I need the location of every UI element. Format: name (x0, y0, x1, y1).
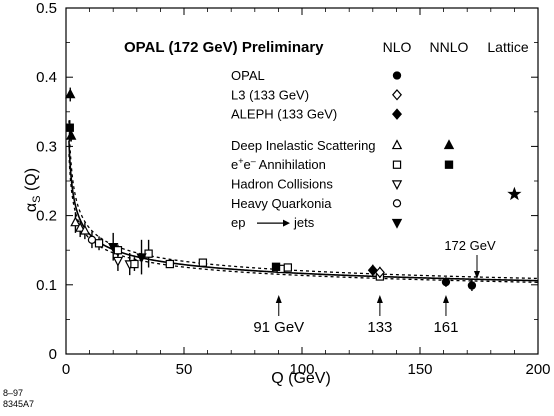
data-point (112, 256, 124, 267)
legend-arrow-head (283, 219, 290, 227)
data-point (74, 221, 86, 232)
data-point (507, 186, 522, 201)
x-tick-label: 150 (407, 361, 432, 378)
y-tick-label: 0.5 (36, 0, 57, 17)
data-point (367, 264, 378, 277)
y-tick-label: 0 (49, 346, 57, 363)
annotation-label: 172 GeV (444, 238, 496, 253)
data-point (165, 259, 175, 269)
annotation-arrow-head (474, 271, 480, 279)
data-point (65, 129, 77, 140)
x-tick-label: 100 (289, 361, 314, 378)
data-point (271, 262, 281, 271)
annotation-arrow-head (442, 295, 449, 303)
chart-title: OPAL (172 GeV) Preliminary (124, 39, 324, 56)
data-point (94, 239, 104, 248)
annotation-label: 91 GeV (253, 319, 304, 336)
side-code-id: 8345A7 (3, 399, 35, 409)
data-point (467, 281, 477, 290)
legend-label: Deep Inelastic Scattering (231, 138, 376, 153)
data-point (130, 259, 139, 269)
data-point (136, 253, 147, 264)
legend-marker-nnlo (444, 160, 454, 169)
data-point (65, 88, 76, 99)
legend-marker-nlo (392, 71, 402, 80)
legend-label: Hadron Collisions (231, 177, 333, 192)
legend-column-header: NLO (383, 39, 412, 55)
y-tick-label: 0.2 (36, 208, 57, 225)
legend-label-tail: jets (293, 215, 315, 230)
y-axis-label: αS (Q) (23, 168, 43, 212)
legend-marker-nlo (392, 108, 402, 120)
data-point (87, 235, 97, 244)
data-point (374, 266, 385, 279)
data-point (70, 216, 81, 227)
y-tick-label: 0.1 (36, 277, 57, 294)
data-point (441, 277, 451, 287)
legend-column-header: NNLO (430, 39, 469, 55)
legend-marker-nlo (391, 139, 403, 150)
data-point (79, 224, 91, 235)
legend-label: Heavy Quarkonia (231, 196, 332, 211)
legend-label: e+e– Annihilation (231, 156, 326, 172)
band-curve (68, 154, 539, 283)
annotation-arrow-head (275, 295, 282, 303)
data-point (198, 258, 208, 267)
legend-marker-nlo (391, 180, 403, 191)
legend-label: OPAL (231, 68, 265, 83)
y-tick-label: 0.3 (36, 138, 57, 155)
data-point (65, 123, 74, 132)
annotation-arrow-head (376, 295, 383, 303)
x-tick-label: 0 (62, 361, 70, 378)
side-code-date: 8–97 (3, 388, 24, 398)
legend-marker-nlo (391, 218, 403, 229)
legend-label: L3 (133 GeV) (231, 87, 309, 102)
legend-marker-nlo (392, 89, 402, 101)
data-point (113, 246, 123, 255)
band-curve (68, 120, 539, 280)
x-tick-label: 200 (525, 361, 550, 378)
data-point (283, 263, 293, 272)
annotation-label: 133 (367, 319, 392, 336)
legend-marker-nlo (392, 199, 402, 208)
legend-column-header: Lattice (487, 39, 528, 55)
legend-label: ALEPH (133 GeV) (231, 107, 337, 122)
x-tick-label: 50 (176, 361, 193, 378)
legend-marker-nlo (392, 160, 402, 169)
x-axis-label: Q (GeV) (271, 370, 331, 387)
legend-label: ep (231, 215, 245, 230)
annotation-label: 161 (433, 319, 458, 336)
y-tick-label: 0.4 (36, 69, 57, 86)
legend-marker-nnlo (443, 139, 455, 150)
